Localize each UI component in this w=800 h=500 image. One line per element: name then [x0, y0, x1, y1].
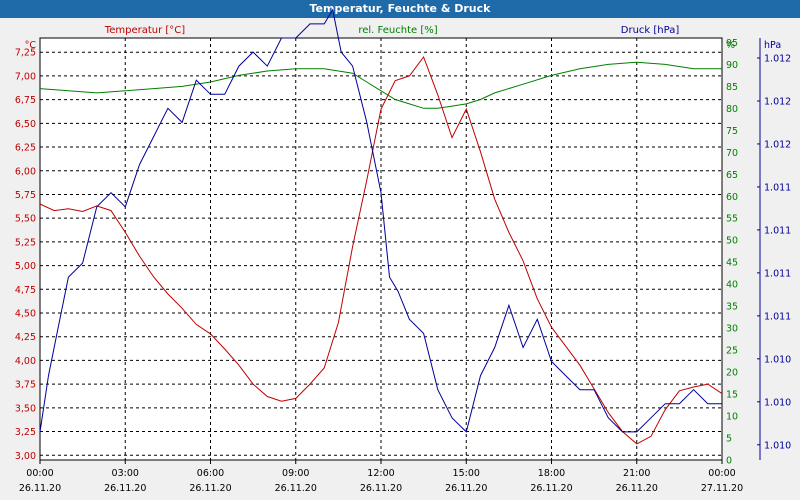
humidity-tick-label: 40	[726, 280, 738, 291]
temperature-tick-label: 7,00	[15, 71, 36, 82]
temperature-tick-label: 4,25	[15, 332, 36, 343]
temperature-unit-label: °C	[25, 40, 37, 51]
x-tick-date-label: 26.11.20	[530, 483, 572, 494]
x-tick-time-label: 09:00	[282, 468, 309, 479]
temperature-series-line	[39, 55, 723, 445]
temperature-tick-label: 5,00	[15, 261, 36, 272]
temperature-tick-label: 7,25	[15, 48, 36, 59]
temperature-tick-label: 4,75	[15, 285, 36, 296]
x-tick-time-label: 03:00	[112, 468, 139, 479]
pressure-tick-label: 1.012	[764, 54, 791, 65]
temperature-tick-label: 5,75	[15, 190, 36, 201]
humidity-tick-label: 80	[726, 104, 738, 115]
humidity-unit-label: %	[726, 40, 735, 51]
temperature-tick-label: 3,25	[15, 427, 36, 438]
humidity-tick-label: 65	[726, 170, 738, 181]
pressure-tick-label: 1.011	[764, 268, 791, 279]
humidity-tick-label: 30	[726, 324, 738, 335]
temperature-tick-label: 3,75	[15, 380, 36, 391]
humidity-series-line	[39, 61, 722, 109]
humidity-series-label: rel. Feuchte [%]	[358, 25, 437, 36]
x-tick-date-label: 26.11.20	[360, 483, 402, 494]
pressure-series-line	[39, 8, 722, 433]
pressure-tick-label: 1.011	[764, 225, 791, 236]
humidity-tick-label: 25	[726, 346, 738, 357]
humidity-tick-label: 50	[726, 236, 738, 247]
pressure-tick-label: 1.010	[764, 354, 791, 365]
x-tick-time-label: 06:00	[197, 468, 224, 479]
x-tick-date-label: 26.11.20	[616, 483, 658, 494]
x-tick-date-label: 26.11.20	[189, 483, 231, 494]
temperature-tick-label: 3,00	[15, 451, 36, 462]
chart-title: Temperatur, Feuchte & Druck	[0, 0, 800, 18]
temperature-tick-label: 4,00	[15, 356, 36, 367]
humidity-tick-label: 45	[726, 258, 738, 269]
humidity-tick-label: 55	[726, 214, 738, 225]
x-tick-time-label: 12:00	[367, 468, 394, 479]
x-tick-time-label: 00:00	[26, 468, 53, 479]
pressure-unit-label: hPa	[764, 40, 781, 51]
x-tick-time-label: 00:00	[708, 468, 735, 479]
x-tick-date-label: 27.11.20	[701, 483, 743, 494]
x-tick-date-label: 26.11.20	[19, 483, 61, 494]
humidity-tick-label: 70	[726, 148, 738, 159]
pressure-tick-label: 1.010	[764, 440, 791, 451]
temperature-series-label: Temperatur [°C]	[104, 25, 185, 36]
temperature-tick-label: 6,25	[15, 143, 36, 154]
humidity-tick-label: 35	[726, 302, 738, 313]
pressure-tick-label: 1.012	[764, 139, 791, 150]
x-tick-date-label: 26.11.20	[275, 483, 317, 494]
temperature-tick-label: 6,75	[15, 95, 36, 106]
x-tick-time-label: 18:00	[538, 468, 565, 479]
pressure-tick-label: 1.012	[764, 96, 791, 107]
humidity-tick-label: 95	[726, 38, 738, 49]
humidity-tick-label: 20	[726, 368, 738, 379]
temperature-tick-label: 6,00	[15, 166, 36, 177]
x-tick-time-label: 15:00	[453, 468, 480, 479]
temperature-tick-label: 6,50	[15, 119, 36, 130]
pressure-series-label: Druck [hPa]	[621, 25, 680, 36]
humidity-tick-label: 85	[726, 82, 738, 93]
temperature-tick-label: 3,50	[15, 403, 36, 414]
x-tick-date-label: 26.11.20	[445, 483, 487, 494]
pressure-tick-label: 1.011	[764, 311, 791, 322]
pressure-tick-label: 1.010	[764, 397, 791, 408]
humidity-tick-label: 60	[726, 192, 738, 203]
humidity-tick-label: 15	[726, 390, 738, 401]
temperature-tick-label: 4,50	[15, 309, 36, 320]
temperature-tick-label: 5,50	[15, 214, 36, 225]
temperature-tick-label: 5,25	[15, 237, 36, 248]
humidity-tick-label: 90	[726, 60, 738, 71]
pressure-tick-label: 1.011	[764, 182, 791, 193]
humidity-tick-label: 0	[726, 456, 732, 467]
humidity-tick-label: 75	[726, 126, 738, 137]
humidity-tick-label: 10	[726, 412, 738, 423]
x-tick-date-label: 26.11.20	[104, 483, 146, 494]
humidity-tick-label: 5	[726, 434, 732, 445]
x-tick-time-label: 21:00	[623, 468, 650, 479]
